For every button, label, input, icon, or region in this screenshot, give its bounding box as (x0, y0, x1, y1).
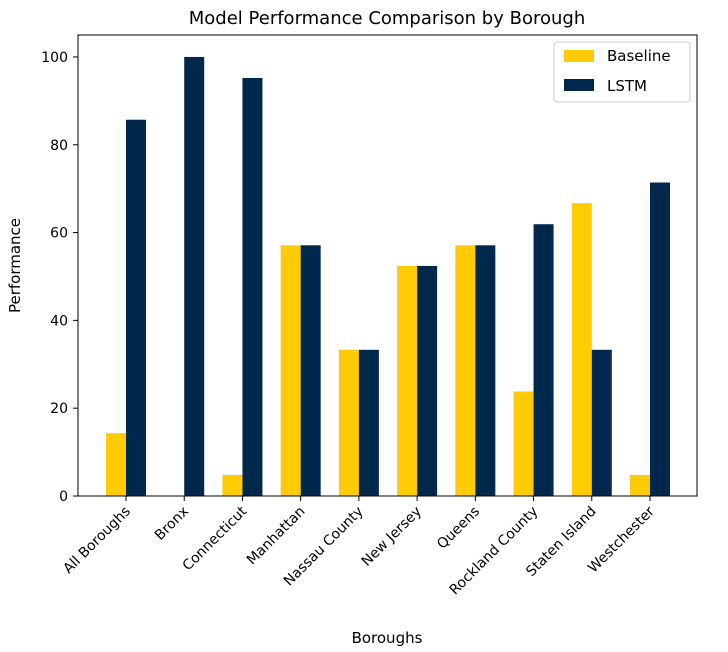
y-tick-label: 100 (41, 50, 68, 66)
y-tick-label: 80 (50, 138, 68, 154)
bar-baseline-nassau-county (338, 349, 359, 496)
x-tick-label-new-jersey: New Jersey (359, 504, 425, 570)
bar-lstm-all-boroughs (126, 119, 146, 496)
bar-lstm-staten-island (591, 349, 612, 496)
x-axis: All Boroughs BronxConnecticutManhattanNas… (60, 496, 658, 598)
legend-swatch-lstm (564, 79, 594, 91)
bar-lstm-westchester (650, 182, 670, 496)
y-axis: 0 20 40 60 80 100 (41, 50, 78, 505)
y-tick-label: 40 (50, 313, 68, 329)
bar-baseline-westchester (630, 474, 650, 496)
legend-label-lstm: LSTM (607, 77, 647, 95)
y-axis-label: Performance (6, 218, 24, 313)
y-tick-label: 20 (50, 401, 68, 417)
bars-group (106, 56, 670, 496)
y-tick-label: 60 (50, 226, 68, 242)
plot-frame (77, 34, 698, 497)
bar-lstm-manhattan (300, 245, 321, 496)
bar-lstm-queens (475, 245, 496, 496)
bar-lstm-bronx (184, 56, 205, 496)
x-tick-label-manhattan: Manhattan (244, 504, 309, 569)
bar-baseline-queens (455, 245, 476, 496)
bar-baseline-connecticut (222, 474, 243, 496)
bar-baseline-staten-island (571, 203, 592, 496)
x-axis-label: Boroughs (352, 629, 423, 647)
bar-baseline-new-jersey (397, 265, 418, 496)
bar-baseline-rockland-county (513, 391, 534, 496)
chart-title: Model Performance Comparison by Borough (189, 8, 585, 29)
y-tick-label: 0 (59, 489, 68, 505)
legend-swatch-baseline (564, 50, 594, 62)
bar-baseline-manhattan (280, 245, 301, 496)
bar-lstm-connecticut (242, 78, 263, 496)
bar-lstm-nassau-county (358, 349, 379, 496)
bar-lstm-new-jersey (417, 265, 438, 496)
bar-lstm-rockland-county (533, 224, 554, 496)
legend: Baseline LSTM (553, 41, 691, 103)
bar-baseline-all-boroughs (106, 433, 126, 496)
x-tick-label-all-boroughs: All Boroughs (60, 504, 133, 577)
x-tick-label-bronx: Bronx (152, 504, 192, 544)
x-tick-label-queens: Queens (434, 504, 483, 553)
legend-label-baseline: Baseline (607, 47, 671, 65)
